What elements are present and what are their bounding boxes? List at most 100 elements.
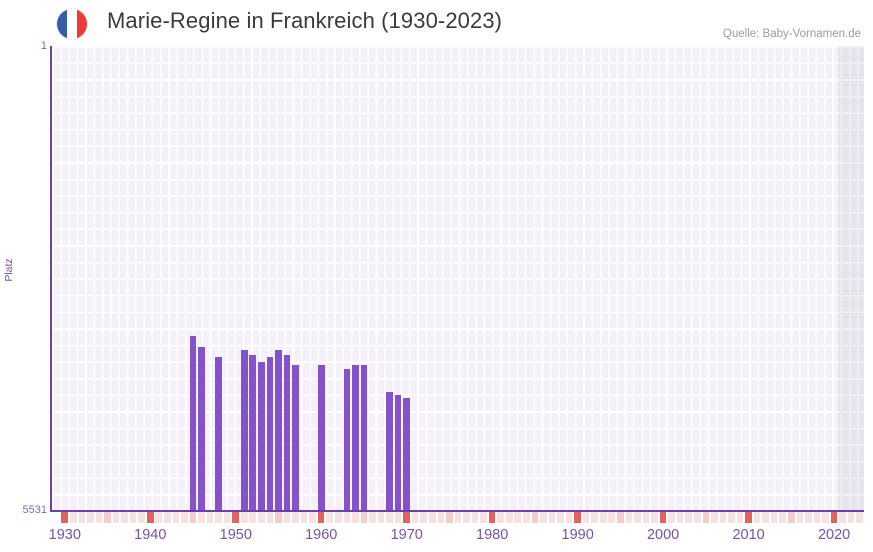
grid-lines (52, 46, 864, 511)
x-tick-minor (428, 512, 436, 523)
x-tick-minor (266, 512, 274, 523)
chart-header: Marie-Regine in Frankreich (1930-2023) Q… (0, 0, 873, 46)
x-tick-minor (523, 512, 530, 523)
x-tick-minor (343, 512, 351, 523)
x-tick-minor (634, 512, 641, 523)
x-tick-minor (104, 512, 111, 523)
x-tick-major (232, 512, 239, 523)
x-tick-major (830, 512, 838, 523)
x-tick-minor (129, 512, 137, 523)
bar (215, 357, 222, 511)
x-tick-minor (847, 512, 855, 523)
bar (394, 394, 402, 511)
x-tick-minor (258, 512, 265, 523)
x-tick-major (574, 512, 581, 523)
x-axis-line (50, 510, 864, 512)
x-tick-minor (711, 512, 718, 523)
x-tick-minor (702, 512, 710, 523)
x-tick-minor (617, 512, 624, 523)
x-tick-major (61, 512, 69, 523)
bar (386, 392, 393, 511)
x-tick-minor (454, 512, 462, 523)
x-axis-tick-label: 2020 (817, 527, 851, 543)
x-tick-minor (608, 512, 616, 523)
x-axis-tick-label: 2000 (646, 527, 680, 543)
x-tick-minor (565, 512, 573, 523)
flag-red-band (77, 9, 87, 39)
x-tick-minor (856, 512, 863, 523)
x-tick-minor (189, 512, 197, 523)
x-tick-minor (787, 512, 795, 523)
x-tick-minor (377, 512, 385, 523)
x-tick-minor (138, 512, 145, 523)
flag-france-circle-icon (57, 9, 87, 39)
x-tick-minor (420, 512, 428, 523)
x-tick-minor (557, 512, 564, 523)
x-axis-tick-label: 1960 (305, 527, 338, 543)
x-tick-minor (223, 512, 231, 523)
bar (189, 336, 197, 511)
source-attribution: Quelle: Baby-Vornamen.de (722, 28, 861, 40)
x-tick-major (659, 512, 667, 523)
x-axis-tick-label: 1980 (476, 527, 509, 543)
x-tick-minor (693, 512, 701, 523)
x-tick-minor (839, 512, 846, 523)
x-tick-minor (360, 512, 368, 523)
x-tick-minor (446, 512, 453, 523)
x-tick-minor (514, 512, 522, 523)
x-tick-minor (206, 512, 214, 523)
y-axis-line (50, 46, 52, 512)
x-tick-minor (805, 512, 812, 523)
x-tick-minor (172, 512, 180, 523)
x-axis-labels: 1930 1940 1950 1960 1970 1980 1990 2000 2010 2020 (0, 527, 873, 549)
flag-blue-band (57, 9, 67, 39)
x-tick-minor (582, 512, 590, 523)
x-tick-minor (69, 512, 77, 523)
bar (317, 364, 325, 511)
x-tick-minor (668, 512, 675, 523)
x-tick-minor (95, 512, 103, 523)
x-tick-minor (651, 512, 658, 523)
x-axis-tick-label: 1940 (134, 527, 167, 543)
x-tick-minor (463, 512, 470, 523)
x-tick-minor (736, 512, 744, 523)
x-tick-minor (275, 512, 282, 523)
bar (343, 368, 351, 511)
x-tick-major (488, 512, 496, 523)
plot-area (52, 46, 864, 511)
x-tick-minor (181, 512, 188, 523)
page-title: Marie-Regine in Frankreich (1930-2023) (107, 8, 503, 33)
x-tick-minor (719, 512, 727, 523)
x-tick-minor (728, 512, 735, 523)
bar (240, 350, 248, 511)
x-tick-minor (121, 512, 128, 523)
bar (292, 364, 299, 511)
y-axis-top-label: 1 (40, 40, 47, 52)
bar (258, 362, 265, 511)
x-tick-minor (497, 512, 504, 523)
x-tick-minor (386, 512, 393, 523)
x-axis-tick-label: 2010 (732, 527, 765, 543)
x-tick-minor (685, 512, 692, 523)
x-tick-minor (411, 512, 419, 523)
x-tick-minor (599, 512, 607, 523)
x-tick-minor (548, 512, 556, 523)
x-tick-minor (437, 512, 445, 523)
x-tick-major (403, 512, 410, 523)
x-tick-minor (240, 512, 248, 523)
x-tick-minor (642, 512, 650, 523)
x-tick-minor (198, 512, 205, 523)
x-tick-minor (292, 512, 299, 523)
x-tick-major (745, 512, 752, 523)
x-axis-tick-label: 1990 (561, 527, 594, 543)
x-tick-minor (540, 512, 547, 523)
x-tick-minor (779, 512, 787, 523)
x-tick-minor (471, 512, 479, 523)
y-axis-title: Platz (3, 258, 15, 282)
bar (249, 355, 257, 511)
x-tick-major (146, 512, 154, 523)
x-tick-minor (531, 512, 539, 523)
x-tick-minor (352, 512, 359, 523)
x-tick-minor (164, 512, 171, 523)
